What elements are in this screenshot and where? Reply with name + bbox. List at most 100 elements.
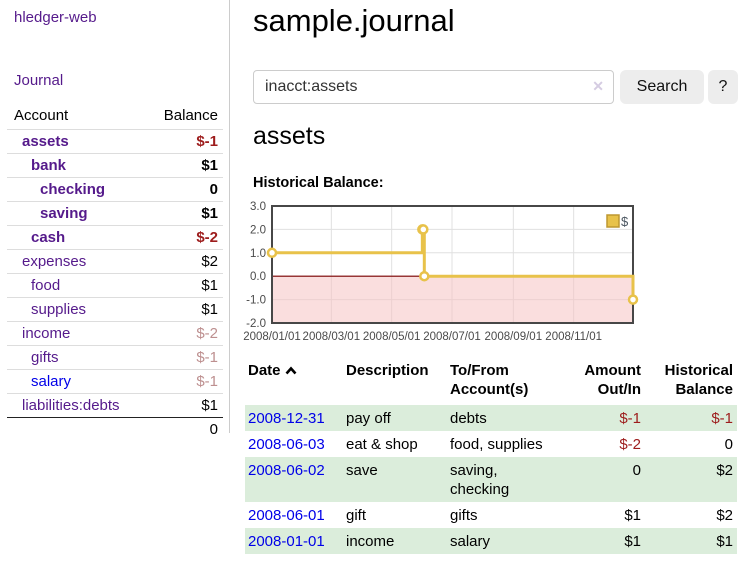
chart-data-point (266, 247, 278, 259)
account-balance: 0 (142, 177, 223, 202)
account-row: expenses $2 (7, 249, 223, 274)
search-button[interactable]: Search (620, 70, 704, 104)
register-row: 2008-06-02 save saving, checking 0 $2 (245, 457, 737, 502)
account-balance: $1 (142, 153, 223, 178)
account-row: income $-2 (7, 321, 223, 346)
register-row: 2008-06-03 eat & shop food, supplies $-2 0 (245, 431, 737, 457)
chart-x-tick-label: 2008/03/01 (303, 331, 361, 343)
register-cell-balance: 0 (724, 436, 733, 453)
accounts-header-balance: Balance (163, 107, 218, 124)
register-cell-date: 2008-06-01 (245, 502, 343, 528)
account-row: assets $-1 (7, 129, 223, 154)
register-cell-balance: $1 (716, 533, 733, 550)
transaction-date-link[interactable]: 2008-06-01 (248, 507, 325, 524)
register-header-amount: Amount Out/In (584, 362, 641, 398)
account-link-liabilities-debts[interactable]: liabilities:debts (22, 397, 120, 414)
accounts-table: Account Balance assets $-1 bank $1 checking 0… (7, 105, 223, 441)
account-heading: assets (253, 122, 326, 150)
chart-y-tick-label: -1.0 (246, 295, 266, 307)
search-input[interactable] (253, 70, 614, 104)
account-link-income[interactable]: income (22, 325, 71, 342)
register-cell-amount: $1 (624, 507, 641, 524)
account-row: liabilities:debts $1 (7, 393, 223, 418)
register-cell-accounts: food, supplies (450, 436, 543, 453)
account-link-assets[interactable]: assets (22, 133, 69, 150)
register-cell-description: income (346, 533, 395, 550)
register-header-date[interactable]: Date (245, 361, 343, 405)
chart-x-tick-label: 2008/09/01 (485, 331, 543, 343)
chart-data-point (627, 294, 639, 305)
account-row: food $1 (7, 273, 223, 298)
register-cell-balance: $2 (716, 462, 733, 479)
accounts-header-row: Account Balance (7, 105, 223, 130)
register-header-accounts: To/From Account(s) (450, 362, 529, 398)
register-cell-description: save (346, 462, 378, 479)
register-cell-date: 2008-01-01 (245, 528, 343, 554)
account-link-expenses[interactable]: expenses (22, 253, 87, 270)
sort-ascending-icon (285, 361, 297, 380)
transaction-date-link[interactable]: 2008-06-03 (248, 436, 325, 453)
account-row: cash $-2 (7, 225, 223, 250)
account-balance: $1 (142, 273, 223, 298)
account-link-gifts[interactable]: gifts (31, 349, 59, 366)
chart-legend-label: $ (621, 214, 629, 229)
help-button[interactable]: ? (708, 70, 738, 104)
search-form: ✕ (253, 70, 614, 104)
register-cell-date: 2008-06-03 (245, 431, 343, 457)
sidebar-item-journal[interactable]: Journal (14, 72, 64, 89)
account-balance: $2 (142, 249, 223, 274)
account-link-supplies[interactable]: supplies (31, 301, 87, 318)
account-row: gifts $-1 (7, 345, 223, 370)
register-header-balance: Historical Balance (664, 362, 733, 398)
accounts-total-value: 0 (142, 417, 223, 441)
accounts-total-row: 0 (7, 417, 223, 441)
chart-border (271, 205, 634, 324)
chart-data-point (419, 270, 430, 282)
account-link-salary[interactable]: salary (31, 373, 72, 390)
account-balance: $-1 (142, 369, 223, 394)
register-cell-accounts: gifts (450, 507, 478, 524)
chart-y-tick-label: 0.0 (250, 271, 266, 283)
chart-title: Historical Balance: (253, 175, 384, 191)
account-balance: $1 (142, 393, 223, 418)
register-cell-accounts: debts (450, 410, 487, 427)
register-cell-amount: 0 (632, 462, 641, 479)
chart-x-tick-label: 2008/01/01 (243, 331, 301, 343)
chart-negative-region (273, 276, 632, 322)
account-link-bank[interactable]: bank (31, 157, 67, 174)
account-link-checking[interactable]: checking (40, 181, 106, 198)
register-cell-amount: $1 (624, 533, 641, 550)
chart-x-tick-label: 2008/05/01 (363, 331, 421, 343)
register-cell-balance: $2 (716, 507, 733, 524)
account-balance: $-1 (142, 129, 223, 154)
chart-y-tick-label: 3.0 (250, 201, 266, 213)
register-table: Date Description To/From Account(s) Amou… (245, 361, 737, 554)
transaction-date-link[interactable]: 2008-06-02 (248, 462, 325, 479)
account-balance: $-2 (142, 321, 223, 346)
chart-legend-swatch (606, 214, 620, 228)
register-cell-description: gift (346, 507, 367, 524)
register-cell-balance: $-1 (711, 410, 733, 427)
account-link-saving[interactable]: saving (40, 205, 88, 222)
transaction-date-link[interactable]: 2008-01-01 (248, 533, 325, 550)
balance-chart: $3.0 2.0 1.0 0.0 -1.0 -2.0 2008/01/01 2008/03/0… (240, 201, 642, 349)
register-header-description: Description (346, 362, 429, 379)
account-link-food[interactable]: food (31, 277, 61, 294)
account-row: salary $-1 (7, 369, 223, 394)
register-row: 2008-12-31 pay off debts $-1 $-1 (245, 405, 737, 431)
account-link-cash[interactable]: cash (31, 229, 66, 246)
chart-x-tick-label: 2008/07/01 (423, 331, 481, 343)
accounts-header-account: Account (14, 107, 69, 124)
chart-x-tick-label: 2008/11/01 (545, 331, 602, 343)
transaction-date-link[interactable]: 2008-12-31 (248, 410, 325, 427)
account-balance: $-2 (142, 225, 223, 250)
register-header-row: Date Description To/From Account(s) Amou… (245, 361, 737, 405)
register-cell-accounts: saving, checking (450, 462, 510, 498)
app-title-link[interactable]: hledger-web (14, 9, 97, 26)
register-row: 2008-01-01 income salary $1 $1 (245, 528, 737, 554)
account-balance: $1 (142, 201, 223, 226)
account-balance: $-1 (142, 345, 223, 370)
chart-y-tick-label: -2.0 (246, 318, 266, 330)
clear-search-icon[interactable]: ✕ (592, 78, 604, 94)
